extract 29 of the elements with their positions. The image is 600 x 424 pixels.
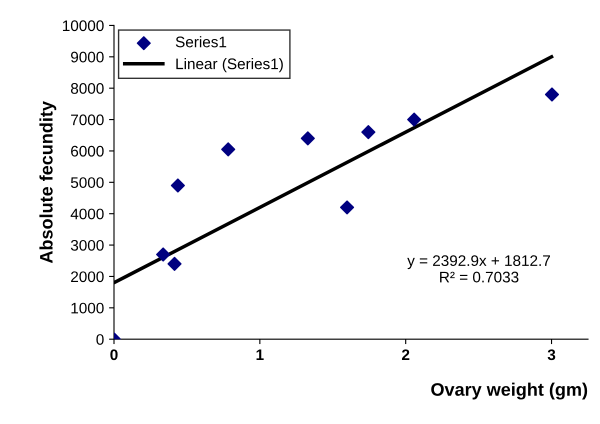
y-tick-label: 4000 <box>70 208 104 220</box>
y-tick-label: 8000 <box>70 83 104 94</box>
legend-label: Series1 <box>176 36 226 48</box>
legend-label: Linear (Series1) <box>176 58 283 72</box>
x-tick-label: 2 <box>402 349 410 360</box>
y-tick-label: 9000 <box>71 52 104 62</box>
y-axis-title: Absolute fecundity <box>39 101 56 264</box>
x-tick-label: 1 <box>256 349 264 360</box>
x-axis-title: Ovary weight (gm) <box>431 382 588 400</box>
y-tick-label: 3000 <box>70 240 104 251</box>
point <box>407 112 422 127</box>
y-tick-label: 2000 <box>71 271 104 282</box>
x-tick-label: 0 <box>110 349 118 360</box>
annotation: y = 2392.9x + 1812.7 R² = 0.7033 <box>407 255 550 282</box>
y-tick-label: 10000 <box>62 20 104 32</box>
y-tick-label: 7000 <box>71 114 104 126</box>
point <box>544 87 560 102</box>
point <box>170 178 185 193</box>
point <box>167 256 182 271</box>
y-tick-label: 5000 <box>70 177 104 188</box>
y-tick-label: 6000 <box>71 146 104 157</box>
point <box>361 125 376 140</box>
x-tick-label: 3 <box>548 349 556 360</box>
point <box>300 131 315 146</box>
point <box>340 200 354 214</box>
point <box>221 142 236 156</box>
y-tick-label: 1000 <box>71 302 104 314</box>
y-tick-label: 0 <box>96 334 104 345</box>
point <box>156 247 170 262</box>
